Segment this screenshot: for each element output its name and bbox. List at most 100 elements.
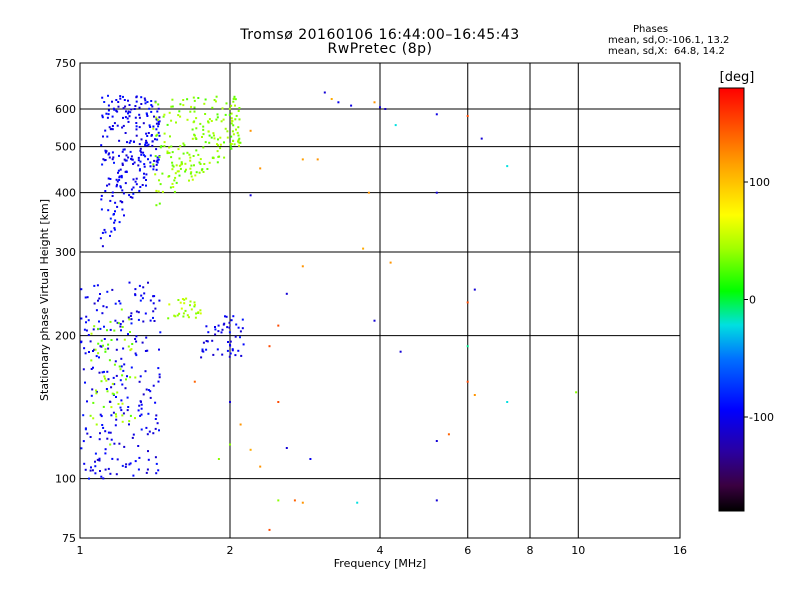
data-point <box>140 400 142 403</box>
data-point <box>230 135 233 138</box>
data-point <box>104 159 107 161</box>
data-point <box>189 159 192 162</box>
data-point <box>122 116 124 119</box>
x-tick-label: 8 <box>527 544 534 557</box>
data-point <box>124 465 127 468</box>
data-point <box>89 436 92 438</box>
data-point <box>259 465 262 468</box>
data-point <box>111 115 114 118</box>
data-point <box>149 126 152 128</box>
data-point <box>118 154 120 157</box>
data-point <box>229 142 232 145</box>
data-point <box>151 144 154 147</box>
data-point <box>214 100 217 103</box>
data-point <box>130 312 133 315</box>
data-point <box>224 113 227 116</box>
data-point <box>202 128 205 131</box>
data-point <box>157 125 160 128</box>
data-point <box>126 117 129 120</box>
data-point <box>119 379 122 382</box>
colorbar-tick-label: 100 <box>749 176 770 189</box>
data-point <box>111 382 114 385</box>
data-point <box>158 429 160 432</box>
data-point <box>242 343 245 346</box>
data-point <box>124 182 127 185</box>
data-point <box>466 345 469 348</box>
data-point <box>98 297 101 300</box>
data-point <box>118 442 121 445</box>
data-point <box>189 172 192 175</box>
data-point <box>104 129 107 132</box>
data-point <box>158 348 160 351</box>
data-point <box>118 179 121 181</box>
data-point <box>132 192 135 195</box>
chart-title-line-2: RwPretec (8p) <box>327 41 433 57</box>
data-point <box>220 120 223 123</box>
data-point <box>219 143 222 146</box>
data-point <box>109 328 112 331</box>
data-point <box>193 301 196 304</box>
data-point <box>166 152 169 155</box>
data-point <box>149 165 152 168</box>
data-point <box>146 349 149 352</box>
data-point <box>237 138 240 141</box>
data-point <box>130 322 133 325</box>
data-point <box>180 163 183 166</box>
data-point <box>177 299 180 301</box>
data-point <box>233 143 236 146</box>
data-point <box>154 138 156 141</box>
data-point <box>157 380 160 383</box>
data-point <box>208 161 211 164</box>
data-point <box>101 96 104 99</box>
data-point <box>98 320 100 323</box>
data-point <box>120 308 123 311</box>
data-point <box>103 375 106 378</box>
data-point <box>119 168 122 171</box>
data-point <box>93 284 96 287</box>
data-point <box>190 308 193 311</box>
data-point <box>217 330 220 333</box>
data-point <box>157 121 160 124</box>
data-point <box>85 329 88 332</box>
data-point <box>232 315 235 318</box>
data-point <box>277 499 280 502</box>
data-point <box>131 343 134 345</box>
data-point <box>126 141 128 144</box>
data-point <box>126 375 128 378</box>
data-point <box>114 360 117 363</box>
data-point <box>121 201 123 204</box>
data-point <box>140 138 143 141</box>
data-point <box>124 116 127 119</box>
data-point <box>129 376 132 379</box>
data-point <box>106 116 109 119</box>
data-point <box>128 115 131 118</box>
data-point <box>119 95 122 98</box>
data-point <box>221 353 224 356</box>
data-point <box>121 126 124 129</box>
x-tick-label: 10 <box>571 544 585 557</box>
data-point <box>226 326 229 329</box>
data-point <box>100 198 103 201</box>
data-point <box>152 384 155 387</box>
data-point <box>131 196 134 199</box>
data-point <box>309 458 312 460</box>
data-point <box>180 161 183 164</box>
data-point <box>191 128 194 131</box>
data-point <box>127 406 130 408</box>
data-point <box>231 348 234 351</box>
data-point <box>138 456 141 459</box>
data-point <box>135 354 138 357</box>
data-point <box>186 314 189 317</box>
data-point <box>208 118 211 121</box>
data-point <box>221 107 224 110</box>
data-point <box>154 418 157 420</box>
data-point <box>84 468 87 471</box>
data-point <box>147 412 150 415</box>
x-tick-label: 16 <box>673 544 687 557</box>
data-point <box>146 135 149 137</box>
data-point <box>163 145 166 148</box>
data-point <box>201 168 204 171</box>
data-point <box>127 112 129 115</box>
data-point <box>110 406 113 409</box>
data-point <box>435 113 438 116</box>
